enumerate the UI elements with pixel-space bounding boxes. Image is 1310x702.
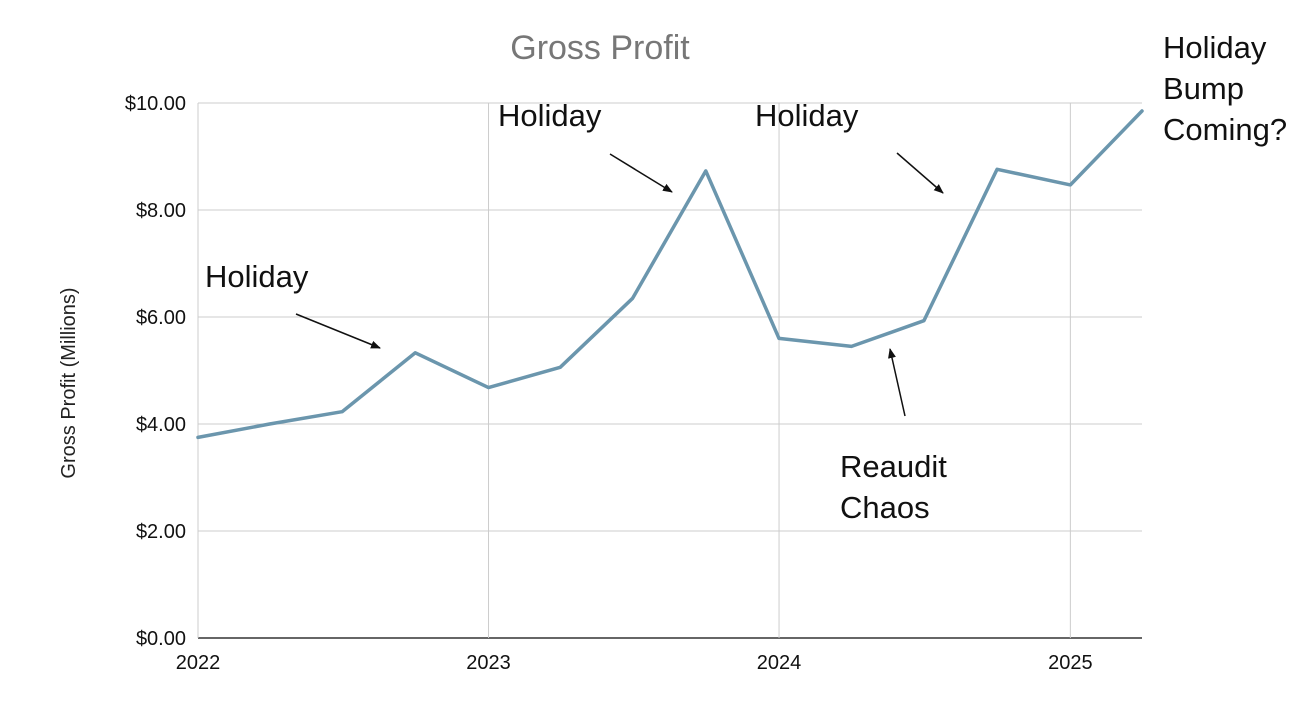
annotation-text: Reaudit Chaos [840, 449, 947, 525]
x-tick-label: 2024 [757, 652, 802, 674]
x-tick-label: 2025 [1048, 652, 1093, 674]
y-tick-labels: $0.00 $2.00 $4.00 $6.00 $8.00 $10.00 [125, 93, 186, 650]
y-tick-label: $2.00 [136, 521, 186, 543]
annotation-text: Holiday [498, 98, 602, 133]
annotation-arrow [295, 313, 381, 349]
series-line [196, 109, 1144, 440]
y-tick-label: $4.00 [136, 414, 186, 436]
x-tick-label: 2022 [176, 652, 221, 674]
annotation-text: Holiday Bump Coming? [1163, 30, 1287, 147]
annotation-text: Holiday [755, 98, 859, 133]
annotation-text: Holiday [205, 259, 309, 294]
y-tick-label: $0.00 [136, 628, 186, 650]
x-tick-label: 2023 [466, 652, 511, 674]
gross-profit-line [196, 109, 1144, 440]
y-tick-label: $10.00 [125, 93, 186, 115]
annotation-arrow [609, 153, 673, 193]
annotations: Holiday Holiday Holiday Reaudit Chaos Holiday… [205, 30, 1287, 525]
y-tick-label: $8.00 [136, 200, 186, 222]
chart-title: Gross Profit [510, 29, 690, 67]
y-axis-label: Gross Profit (Millions) [58, 287, 80, 478]
y-tick-label: $6.00 [136, 307, 186, 329]
gridlines [197, 102, 1142, 639]
x-tick-labels: 2022 2023 2024 2025 [176, 652, 1093, 674]
annotation-arrow [888, 348, 906, 417]
annotation-arrow [896, 152, 944, 194]
